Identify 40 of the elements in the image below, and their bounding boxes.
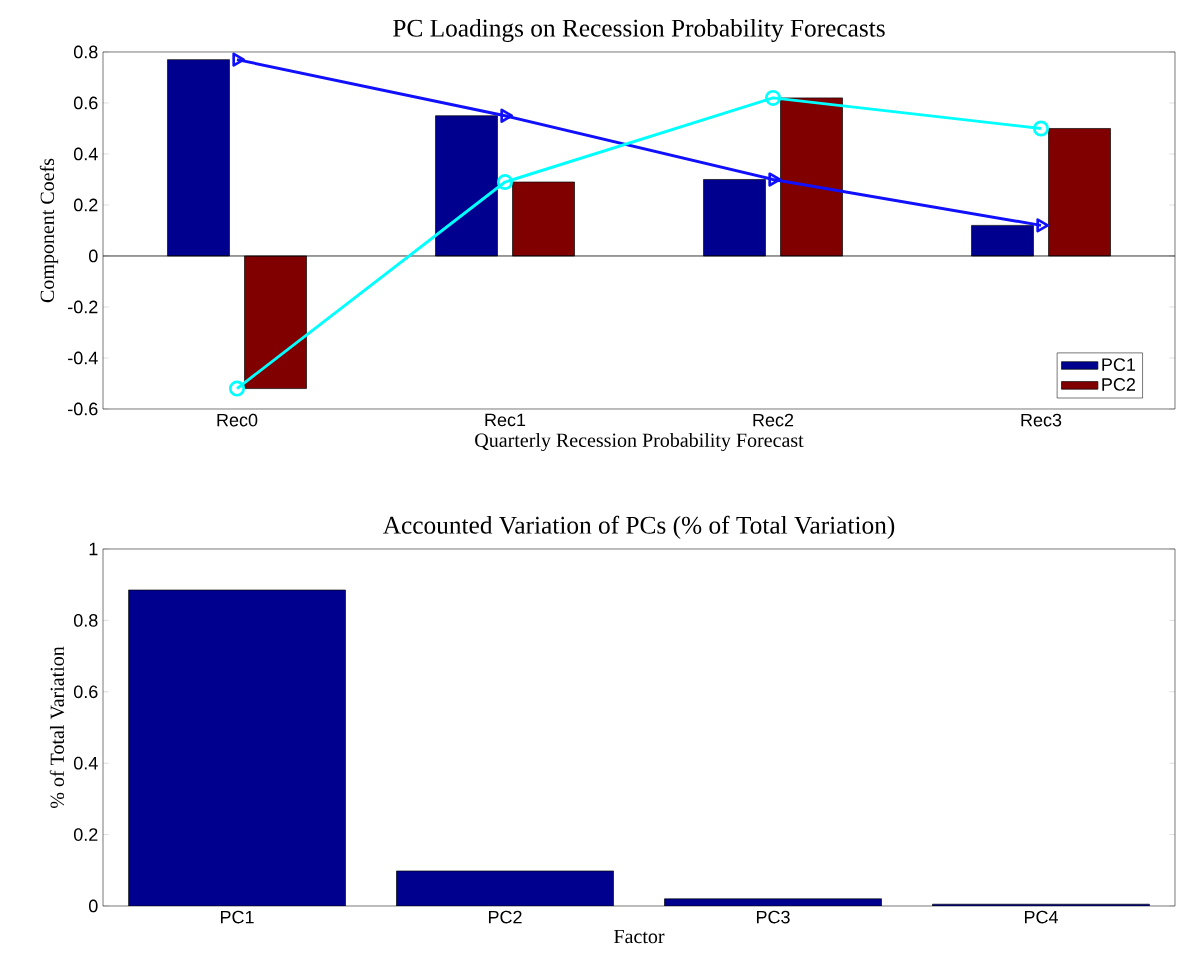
point	[1036, 218, 1050, 233]
x-axis-title: Quarterly Recession Probability Forecast	[475, 432, 804, 452]
x-axis-title: Factor	[614, 929, 665, 944]
point	[232, 52, 246, 67]
x-tick-label: Rec2	[753, 413, 794, 427]
chart-title: PC Loadings on Recession Probability Forecasts	[393, 18, 885, 42]
y-axis-title: % of Total Variation	[49, 646, 65, 809]
point	[497, 174, 514, 191]
point	[229, 380, 246, 397]
x-tick-label: Rec0	[217, 413, 258, 427]
y-tick-label: 0.8	[73, 614, 98, 627]
y-tick-label: 0	[89, 899, 98, 913]
bar	[396, 870, 614, 906]
x-tick-label: PC4	[1024, 910, 1058, 924]
point	[1032, 120, 1050, 137]
y-tick-label: -0.6	[68, 402, 98, 416]
y-tick-label: 0.6	[73, 96, 98, 110]
y-tick-label: 0.2	[73, 198, 98, 212]
x-tick-label: Rec1	[485, 413, 526, 427]
y-tick-label: -0.2	[68, 300, 98, 314]
y-tick-label: 0.2	[73, 828, 98, 841]
legend-label: PC1	[1102, 358, 1136, 371]
y-tick-label: 0.6	[73, 685, 98, 699]
y-tick-label: 1	[89, 542, 98, 556]
y-axis-title: Component Coefs	[39, 158, 59, 303]
x-tick-label: PC3	[756, 910, 790, 924]
y-tick-label: -0.4	[68, 351, 98, 365]
x-tick-label: PC2	[488, 910, 522, 924]
y-tick-label: 0.4	[73, 756, 98, 770]
x-tick-label: PC1	[220, 910, 254, 924]
x-tick-label: Rec3	[1021, 413, 1062, 427]
point	[765, 89, 782, 106]
y-tick-label: 0	[89, 249, 98, 263]
point	[500, 108, 514, 123]
point	[768, 172, 782, 187]
y-tick-label: 0.8	[73, 45, 98, 59]
y-tick-label: 0.4	[73, 147, 98, 161]
legend-label: PC2	[1102, 378, 1136, 391]
bar	[128, 590, 346, 906]
chart-title: Accounted Variation of PCs (% of Total Variation)	[383, 515, 895, 539]
